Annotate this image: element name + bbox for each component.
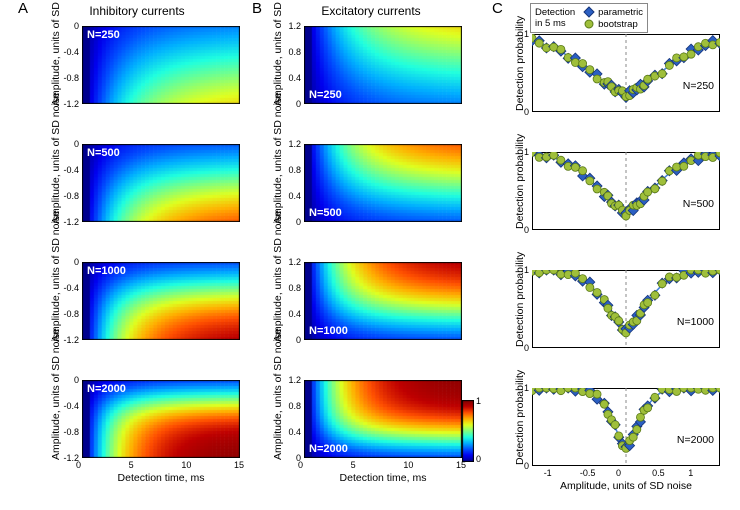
n-label: N=500 bbox=[87, 147, 120, 159]
heatmap-A-N2000: 0-0.4-0.8-1.2N=2000Amplitude, units of S… bbox=[82, 380, 240, 458]
xlabel: Detection time, ms bbox=[304, 472, 462, 484]
xtick: 1 bbox=[688, 468, 693, 478]
n-label: N=1000 bbox=[87, 265, 126, 277]
legend-title-2: in 5 ms bbox=[535, 18, 566, 29]
xtick: 0 bbox=[616, 468, 621, 478]
xtick: 0.5 bbox=[652, 468, 665, 478]
colB-title: Excitatory currents bbox=[262, 4, 480, 18]
legend-parametric: parametric bbox=[598, 7, 643, 18]
detection-plot-N1000: N=100001Detection probability bbox=[532, 270, 720, 353]
ylabel: Amplitude, units of SD noise bbox=[272, 342, 284, 460]
diamond-icon bbox=[583, 6, 595, 18]
ylabel: Detection probability bbox=[514, 252, 526, 347]
legend: Detection in 5 ms parametric bootstrap bbox=[530, 3, 648, 33]
n-label: N=2000 bbox=[87, 383, 126, 395]
heatmap-B-N2000: 00.40.81.2N=2000Amplitude, units of SD n… bbox=[304, 380, 462, 458]
colorbar: 1 0 bbox=[462, 400, 474, 467]
figure: A B C Inhibitory currents 0-0.4-0.8-1.2N… bbox=[0, 0, 740, 510]
n-label: N=2000 bbox=[677, 434, 714, 446]
xtick: 5 bbox=[351, 460, 356, 470]
ylabel: Amplitude, units of SD noise bbox=[272, 0, 284, 106]
ylabel: Amplitude, units of SD noise bbox=[50, 106, 62, 224]
legend-bootstrap: bootstrap bbox=[598, 19, 638, 30]
heatmap-B-N500: 00.40.81.2N=500Amplitude, units of SD no… bbox=[304, 144, 462, 222]
heatmap-B-N250: 00.40.81.2N=250Amplitude, units of SD no… bbox=[304, 26, 462, 104]
heatmap-A-N250: 0-0.4-0.8-1.2N=250Amplitude, units of SD… bbox=[82, 26, 240, 104]
n-label: N=500 bbox=[683, 198, 714, 210]
xlabel: Detection time, ms bbox=[82, 472, 240, 484]
n-label: N=1000 bbox=[309, 325, 348, 337]
ylabel: Detection probability bbox=[514, 370, 526, 465]
n-label: N=500 bbox=[309, 207, 342, 219]
colorbar-tick-min: 0 bbox=[476, 454, 481, 464]
heatmap-A-N500: 0-0.4-0.8-1.2N=500Amplitude, units of SD… bbox=[82, 144, 240, 222]
xtick: 10 bbox=[403, 460, 413, 470]
ylabel: Amplitude, units of SD noise bbox=[50, 224, 62, 342]
heatmap-A-N1000: 0-0.4-0.8-1.2N=1000Amplitude, units of S… bbox=[82, 262, 240, 340]
xtick: -1 bbox=[544, 468, 552, 478]
legend-title-1: Detection bbox=[535, 7, 575, 18]
colorbar-tick-max: 1 bbox=[476, 396, 481, 406]
panel-label-C: C bbox=[492, 0, 503, 17]
ylabel: Amplitude, units of SD noise bbox=[50, 0, 62, 106]
detection-plot-N500: N=50001Detection probability bbox=[532, 152, 720, 235]
n-label: N=2000 bbox=[309, 443, 348, 455]
xtick: 10 bbox=[181, 460, 191, 470]
n-label: N=250 bbox=[683, 80, 714, 92]
xtick: 5 bbox=[129, 460, 134, 470]
panel-label-A: A bbox=[18, 0, 28, 17]
xtick: 0 bbox=[76, 460, 81, 470]
circle-icon bbox=[583, 18, 595, 30]
n-label: N=250 bbox=[309, 89, 342, 101]
ylabel: Detection probability bbox=[514, 16, 526, 111]
detection-plot-N250: N=25001Detection probability bbox=[532, 34, 720, 117]
colA-title: Inhibitory currents bbox=[32, 4, 242, 18]
n-label: N=1000 bbox=[677, 316, 714, 328]
ylabel: Amplitude, units of SD noise bbox=[272, 106, 284, 224]
xtick: 15 bbox=[234, 460, 244, 470]
heatmap-B-N1000: 00.40.81.2N=1000Amplitude, units of SD n… bbox=[304, 262, 462, 340]
xtick: 0 bbox=[298, 460, 303, 470]
xlabel: Amplitude, units of SD noise bbox=[532, 480, 720, 492]
detection-plot-N2000: N=200001Detection probability-1-0.500.51… bbox=[532, 388, 720, 471]
n-label: N=250 bbox=[87, 29, 120, 41]
panel-label-B: B bbox=[252, 0, 262, 17]
ylabel: Amplitude, units of SD noise bbox=[272, 224, 284, 342]
xtick: -0.5 bbox=[580, 468, 596, 478]
ylabel: Amplitude, units of SD noise bbox=[50, 342, 62, 460]
ylabel: Detection probability bbox=[514, 134, 526, 229]
